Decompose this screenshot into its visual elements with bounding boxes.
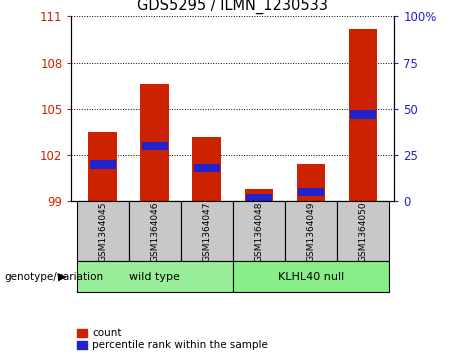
Bar: [193, 136, 221, 201]
Title: GDS5295 / ILMN_1230533: GDS5295 / ILMN_1230533: [137, 0, 328, 13]
Bar: [233, 201, 285, 261]
Bar: [296, 164, 325, 201]
Text: ▶: ▶: [59, 272, 67, 282]
Bar: [142, 142, 168, 150]
Bar: [246, 194, 272, 202]
Bar: [181, 201, 233, 261]
Bar: [89, 132, 117, 201]
Text: GSM1364050: GSM1364050: [358, 201, 367, 262]
Text: GSM1364046: GSM1364046: [150, 201, 159, 262]
Bar: [77, 261, 233, 292]
Text: GSM1364048: GSM1364048: [254, 201, 263, 262]
Bar: [285, 201, 337, 261]
Bar: [90, 160, 116, 168]
Text: GSM1364049: GSM1364049: [307, 201, 315, 262]
Legend: count, percentile rank within the sample: count, percentile rank within the sample: [77, 328, 268, 350]
Text: GSM1364045: GSM1364045: [98, 201, 107, 262]
Bar: [337, 201, 389, 261]
Bar: [233, 261, 389, 292]
Bar: [194, 164, 219, 172]
Bar: [298, 188, 324, 196]
Bar: [350, 110, 376, 119]
Bar: [349, 29, 377, 201]
Bar: [77, 201, 129, 261]
Bar: [141, 84, 169, 201]
Text: genotype/variation: genotype/variation: [5, 272, 104, 282]
Text: KLHL40 null: KLHL40 null: [278, 272, 344, 282]
Text: wild type: wild type: [129, 272, 180, 282]
Bar: [129, 201, 181, 261]
Text: GSM1364047: GSM1364047: [202, 201, 211, 262]
Bar: [244, 189, 273, 201]
